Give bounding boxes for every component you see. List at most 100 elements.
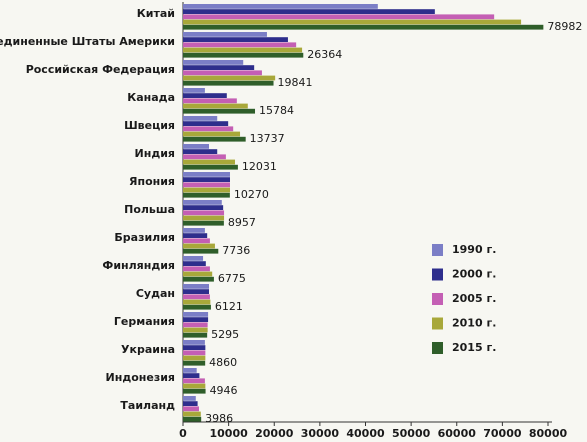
x-tick-label: 80000	[529, 427, 568, 440]
bar	[183, 332, 208, 338]
category-label: Индонезия	[106, 371, 175, 384]
bar	[183, 220, 224, 226]
bar	[183, 243, 215, 249]
category-label: Япония	[129, 175, 175, 188]
bar	[183, 136, 246, 142]
bar	[183, 93, 227, 98]
x-tick-label: 40000	[346, 427, 385, 440]
x-tick-label: 70000	[483, 427, 522, 440]
value-label: 12031	[242, 160, 277, 173]
bar	[183, 340, 205, 345]
bar	[183, 271, 213, 277]
bar	[183, 149, 218, 154]
bar	[183, 383, 206, 389]
bar	[183, 215, 225, 221]
category-label: Финляндия	[102, 259, 175, 272]
category-label: Германия	[114, 315, 175, 328]
bar	[183, 317, 209, 322]
bar	[183, 276, 214, 282]
bar	[183, 228, 205, 233]
bar	[183, 299, 211, 305]
bar	[183, 401, 198, 406]
value-label: 4860	[209, 356, 237, 369]
bar	[183, 172, 230, 177]
bar	[183, 210, 225, 216]
bar	[183, 116, 218, 121]
bar	[183, 378, 205, 384]
bar	[183, 32, 267, 37]
value-label: 6775	[218, 272, 246, 285]
bar	[183, 406, 199, 412]
bar	[183, 256, 204, 261]
bar	[183, 131, 241, 137]
bar	[183, 88, 205, 93]
bar	[183, 373, 200, 378]
bar	[183, 126, 234, 132]
x-tick-label: 30000	[301, 427, 340, 440]
bar	[183, 144, 210, 149]
legend-swatch	[432, 317, 443, 330]
bar	[183, 187, 230, 193]
x-tick-label: 50000	[392, 427, 431, 440]
value-label: 78982	[547, 20, 582, 33]
category-label: Украина	[121, 343, 175, 356]
bar	[183, 233, 208, 238]
x-tick-label: 20000	[255, 427, 294, 440]
bar	[183, 159, 236, 165]
bar	[183, 294, 210, 300]
bar	[183, 261, 206, 266]
category-label: Судан	[136, 287, 175, 300]
legend-swatch	[432, 293, 443, 305]
bar	[183, 19, 522, 25]
bar	[183, 350, 206, 356]
value-label: 3986	[205, 412, 233, 425]
bar	[183, 177, 230, 182]
bar	[183, 266, 210, 272]
bar	[183, 411, 201, 417]
bar	[183, 238, 210, 244]
category-label: Таиланд	[120, 399, 175, 412]
bar	[183, 60, 244, 65]
x-tick-label: 10000	[209, 427, 248, 440]
bar	[183, 75, 276, 81]
bar	[183, 322, 208, 328]
value-label: 15784	[259, 104, 294, 117]
bar	[183, 121, 229, 126]
bar	[183, 396, 196, 401]
legend-label: 2010 г.	[452, 317, 496, 330]
bar	[183, 388, 206, 394]
bar	[183, 284, 210, 289]
bar	[183, 24, 544, 30]
category-label: Бразилия	[114, 231, 175, 244]
value-label: 19841	[278, 76, 313, 89]
bar	[183, 205, 224, 210]
value-label: 10270	[234, 188, 269, 201]
value-label: 7736	[222, 244, 250, 257]
bar	[183, 14, 495, 20]
bar	[183, 289, 210, 294]
bar	[183, 360, 206, 366]
category-label: Соединенные Штаты Америки	[0, 35, 175, 48]
legend-swatch	[432, 342, 443, 354]
bar	[183, 52, 304, 58]
bar	[183, 108, 256, 114]
bar	[183, 192, 230, 198]
bar	[183, 248, 219, 254]
bar	[183, 327, 208, 333]
bar	[183, 37, 288, 42]
bar	[183, 182, 230, 188]
bar	[183, 80, 274, 86]
x-tick-label: 0	[179, 427, 187, 440]
bar	[183, 98, 237, 104]
bar	[183, 70, 262, 76]
category-label: Индия	[135, 147, 175, 160]
legend-swatch	[432, 244, 443, 256]
value-label: 6121	[215, 300, 243, 313]
category-label: Канада	[127, 91, 175, 104]
bar	[183, 304, 211, 310]
value-label: 5295	[211, 328, 239, 341]
bar	[183, 154, 226, 160]
legend-swatch	[432, 268, 443, 281]
